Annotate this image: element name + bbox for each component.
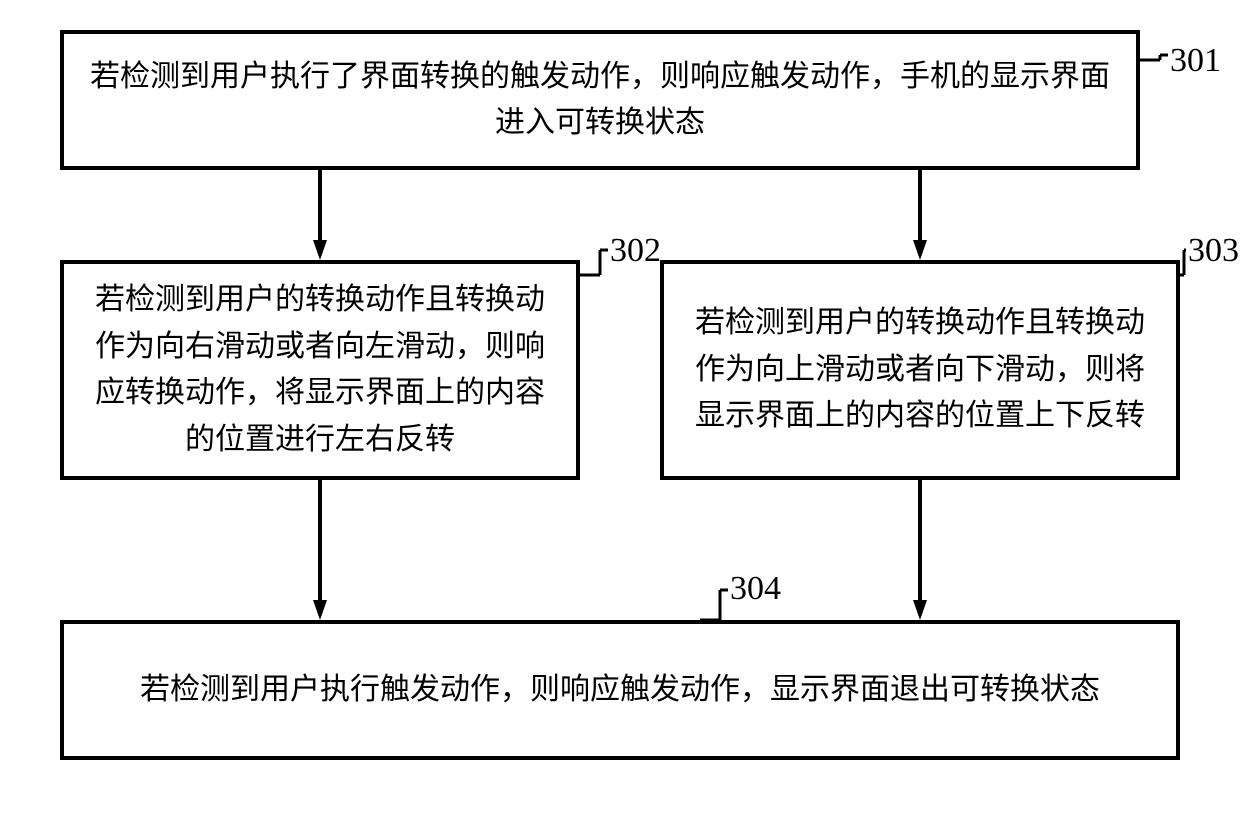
- step-302-text: 若检测到用户的转换动作且转换动作为向右滑动或者向左滑动，则响应转换动作，将显示界…: [82, 277, 558, 463]
- step-301-text: 若检测到用户执行了界面转换的触发动作，则响应触发动作，手机的显示界面进入可转换状…: [82, 54, 1118, 147]
- label-302: 302: [610, 232, 661, 270]
- step-303-text: 若检测到用户的转换动作且转换动作为向上滑动或者向下滑动，则将显示界面上的内容的位…: [682, 300, 1158, 440]
- flowchart-canvas: 若检测到用户执行了界面转换的触发动作，则响应触发动作，手机的显示界面进入可转换状…: [0, 0, 1240, 816]
- step-303: 若检测到用户的转换动作且转换动作为向上滑动或者向下滑动，则将显示界面上的内容的位…: [660, 260, 1180, 480]
- label-304: 304: [730, 570, 781, 608]
- label-301: 301: [1170, 42, 1221, 80]
- step-301: 若检测到用户执行了界面转换的触发动作，则响应触发动作，手机的显示界面进入可转换状…: [60, 30, 1140, 170]
- step-302: 若检测到用户的转换动作且转换动作为向右滑动或者向左滑动，则响应转换动作，将显示界…: [60, 260, 580, 480]
- label-303: 303: [1188, 232, 1239, 270]
- step-304-text: 若检测到用户执行触发动作，则响应触发动作，显示界面退出可转换状态: [140, 667, 1100, 714]
- step-304: 若检测到用户执行触发动作，则响应触发动作，显示界面退出可转换状态: [60, 620, 1180, 760]
